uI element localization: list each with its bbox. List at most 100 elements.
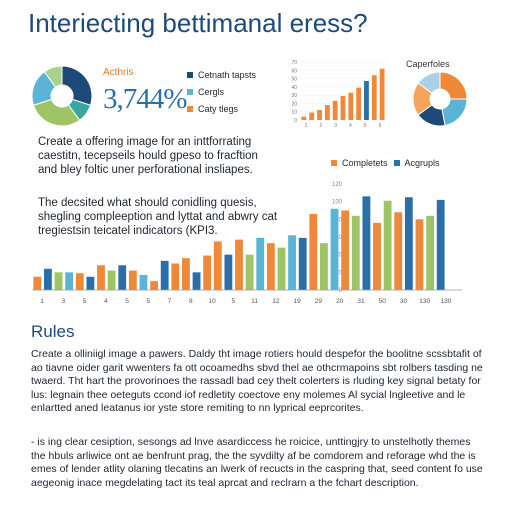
bar [383,200,392,290]
rules-text: Create a olliniigl image a pawers. Daldy… [31,348,483,414]
legend-swatch [187,72,193,78]
bar [301,116,307,120]
legend-label: Completets [342,158,388,168]
x-tick-label: 20 [336,298,344,305]
x-tick-label: 19 [294,298,302,305]
bar [371,75,377,120]
bar [330,208,339,290]
page-title: Interiecting bettimanal eress? [28,8,368,38]
bar [33,276,42,290]
x-tick-label: 2 [319,123,322,128]
y-tick-label: 70 [291,60,297,66]
x-tick-label: 5 [232,298,236,305]
x-tick-label: 4 [349,123,352,128]
x-tick-label: 50 [379,298,387,305]
x-tick-label: 29 [315,298,323,305]
y-tick-label: 40 [291,85,297,91]
x-tick-label: 3 [334,123,337,128]
main-bar-chart: 120 100 80 60 40 20 0 1 3 5 4 5 5 7 8 10 5 11 12 19 29 20 31 50… [32,182,462,305]
legend-item: Caty tlegs [187,104,238,114]
rules-text-2: - is ing clear cesiption, sesongs ad lnv… [31,436,483,489]
bar [203,255,212,290]
pie-slice [61,65,93,106]
bar [139,274,148,290]
legend-swatch [187,89,193,95]
legend-swatch [393,160,400,166]
x-tick-label: 1 [40,298,44,305]
bar [288,235,296,290]
legend-swatch [187,106,193,112]
bar [436,199,445,290]
x-tick-label: 5 [83,298,87,305]
bar [379,68,385,120]
x-tick-label: 10 [208,298,216,305]
x-tick-label: 7 [168,298,172,305]
bar-chart-legend: Completets Acgrupls [331,158,440,168]
bar [356,87,362,120]
bar [182,258,190,290]
bar [192,272,201,290]
bar [235,239,243,290]
bar [341,210,350,290]
bar [160,260,169,290]
x-tick-label: 31 [357,298,365,305]
legend-label: Cetnath tapsts [198,70,257,80]
x-tick-label: 8 [189,298,193,305]
y-tick-label: 30 [291,93,297,99]
x-tick-label: 4 [104,298,108,305]
bar [128,270,137,290]
y-tick-label: 50 [291,77,297,83]
bar [320,243,328,290]
bar [309,112,315,120]
bar [373,222,381,290]
bar [75,273,84,290]
bar [266,243,275,290]
bar [97,265,105,290]
x-tick-label: 130 [419,298,430,305]
legend-label: Caty tlegs [198,104,239,114]
legend-label: Acgrupls [404,158,440,168]
x-tick-label: 5 [125,298,129,305]
pie-slice [441,98,468,127]
y-tick-label: 40 [335,253,342,259]
x-tick-label: 12 [272,298,280,305]
bar [107,270,116,290]
bar [54,272,63,290]
intro-paragraph: Create a offering image for an inttforra… [38,136,258,176]
x-tick-label: 5 [147,298,151,305]
x-tick-label: 30 [400,298,408,305]
bar [65,272,74,290]
y-tick-label: 60 [291,68,297,74]
kpi-label: Acthris [103,67,134,78]
bar [150,281,158,290]
pie-slice [32,98,81,127]
y-tick-label: 60 [335,235,342,241]
bar [86,276,95,290]
bar [351,215,360,290]
x-tick-label: 5 [364,123,367,128]
x-tick-label: 11 [251,298,258,305]
kpi-value: 3,744% [103,83,187,115]
bar [348,92,354,120]
bar [415,219,424,290]
bar [213,241,222,290]
legend-label: Cergls [198,87,225,97]
legend-swatch [331,160,337,166]
bar [324,105,330,120]
donut-chart-left [31,65,93,127]
x-tick-label: 1 [305,123,308,128]
bar [404,197,413,290]
y-tick-label: 120 [332,182,343,188]
donut-title: Caperfoles [406,59,450,69]
pie-slice [43,65,63,88]
bar [362,196,371,290]
bar [245,254,254,290]
bar [309,214,318,290]
bar [394,212,403,290]
bar [277,247,286,290]
y-tick-label: 80 [335,217,342,223]
bar [332,100,338,120]
bar [256,237,265,290]
x-tick-label: 6 [379,123,382,128]
x-tick-label: 3 [61,298,65,305]
